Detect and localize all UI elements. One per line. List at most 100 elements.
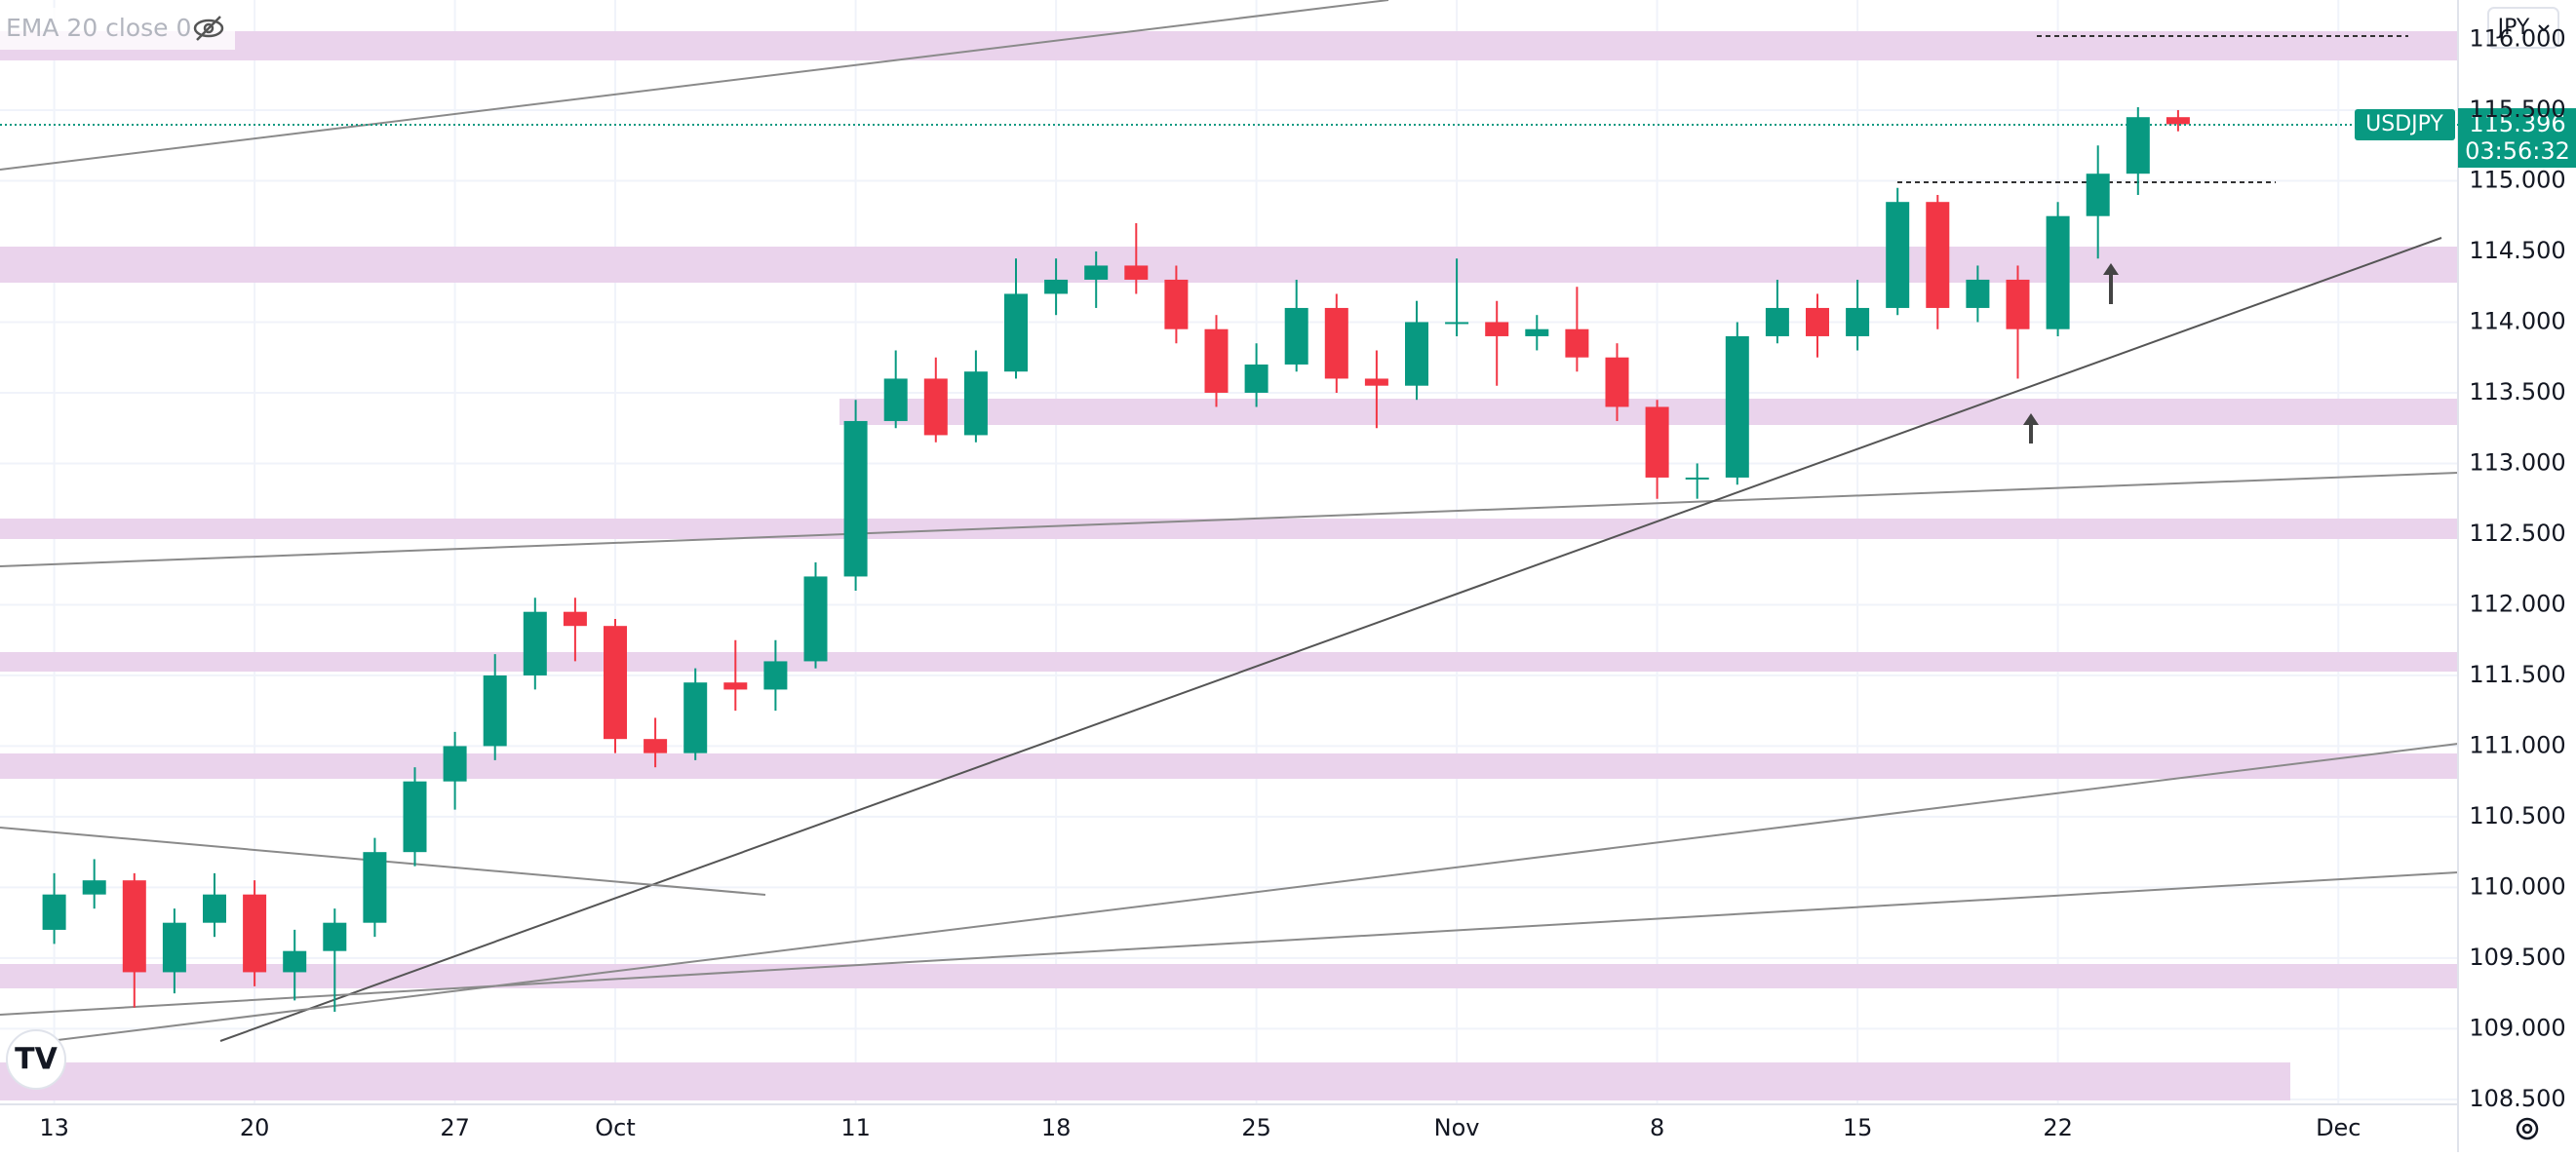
y-tick-label: 114.000 [2469, 307, 2565, 334]
candle-body [122, 880, 146, 973]
currency-button[interactable] [2487, 7, 2559, 49]
candle-body [1405, 322, 1428, 386]
candle-body [2046, 215, 2070, 329]
y-tick-label: 113.000 [2469, 448, 2565, 476]
trend-line [0, 472, 2459, 567]
currency-label: JPY [2496, 16, 2530, 40]
candle-body [2126, 117, 2150, 174]
arrow-head [2023, 413, 2039, 425]
last-price-label: 115.396 [2469, 110, 2565, 137]
candle-body [1645, 406, 1669, 478]
candle-body [644, 739, 668, 753]
zone [0, 31, 2458, 60]
x-tick-label: 27 [440, 1114, 470, 1141]
candle-body [483, 675, 507, 747]
x-tick-label: 13 [39, 1114, 69, 1141]
eye-icon[interactable] [193, 16, 224, 41]
zone [0, 247, 2458, 283]
trend-line [49, 743, 2459, 1042]
arrows [2023, 263, 2119, 444]
indicator-label: EMA 20 close 0 [6, 14, 191, 42]
candle-body [1605, 357, 1629, 407]
x-tick-label: 22 [2043, 1114, 2073, 1141]
candle-body [604, 626, 627, 740]
trend-line [0, 871, 2459, 1016]
candle-body [1926, 202, 1950, 308]
candle-body [1164, 279, 1189, 329]
candle-body [1204, 328, 1229, 393]
candle-body [523, 611, 547, 675]
candle-body [803, 576, 828, 662]
y-tick-label: 111.000 [2469, 731, 2565, 758]
trend-line [219, 237, 2442, 1042]
x-tick-label: 18 [1041, 1114, 1072, 1141]
candle-body [2006, 279, 2030, 329]
candle-body [963, 371, 988, 436]
countdown-label: 03:56:32 [2465, 137, 2570, 165]
chevron [2538, 24, 2550, 32]
x-tick-label: 15 [1843, 1114, 1873, 1141]
y-tick-label: 111.500 [2469, 661, 2565, 688]
candle-body [843, 420, 868, 577]
candle-body [1966, 279, 1990, 308]
candle-body [883, 378, 908, 421]
y-tick-label: 114.500 [2469, 237, 2565, 264]
zone [0, 1062, 2290, 1100]
zone [0, 652, 2458, 672]
y-tick-label: 109.000 [2469, 1014, 2565, 1041]
symbol-box [2355, 109, 2455, 141]
symbol-label: USDJPY [2365, 112, 2443, 136]
candle-body [1806, 307, 1829, 336]
x-tick-label: Oct [595, 1114, 636, 1141]
candle-body [2166, 117, 2190, 125]
candle-body [403, 781, 427, 853]
candle-body [283, 950, 307, 973]
price-box [2458, 108, 2576, 169]
candle-body [1886, 202, 1910, 308]
y-tick-label: 115.000 [2469, 166, 2565, 193]
candle-body [1846, 307, 1870, 336]
logo[interactable] [6, 1029, 66, 1090]
candle-body [1765, 307, 1789, 336]
x-tick-label: 20 [240, 1114, 270, 1141]
candle-body [1324, 307, 1348, 379]
candle-body [2086, 174, 2110, 216]
candle-body [243, 894, 267, 973]
candle-body [42, 894, 66, 930]
y-tick-label: 110.500 [2469, 802, 2565, 829]
candle-body [162, 922, 186, 973]
candle-body [1685, 477, 1709, 480]
candle-body [363, 852, 387, 923]
y-tick-label: 108.500 [2469, 1085, 2565, 1112]
y-tick-label: 116.000 [2469, 24, 2565, 52]
candle-body [763, 661, 788, 690]
candle-body [1004, 293, 1028, 372]
candle-body [723, 682, 748, 690]
zone [0, 753, 2458, 779]
y-tick-label: 115.500 [2469, 96, 2565, 123]
x-tick-label: 25 [1241, 1114, 1271, 1141]
candle-body [563, 611, 587, 627]
y-tick-label: 109.500 [2469, 944, 2565, 971]
candle-body [683, 682, 708, 753]
candle-body [1044, 279, 1069, 294]
settings-icon[interactable] [2516, 1117, 2539, 1140]
candle-body [1485, 322, 1509, 336]
x-tick-label: Dec [2316, 1114, 2361, 1141]
candle-body [1364, 378, 1388, 386]
logo-text: TV [15, 1043, 58, 1077]
x-tick-label: Nov [1434, 1114, 1480, 1141]
y-tick-label: 112.500 [2469, 520, 2565, 547]
candle-body [1084, 265, 1109, 280]
candles [42, 107, 2190, 1013]
y-tick-label: 112.000 [2469, 590, 2565, 617]
arrow-head [2103, 263, 2119, 275]
candle-body [1124, 265, 1149, 280]
candle-body [1565, 328, 1589, 358]
candle-body [1525, 328, 1549, 336]
candle-body [1284, 307, 1308, 365]
trend-line [0, 0, 1389, 171]
